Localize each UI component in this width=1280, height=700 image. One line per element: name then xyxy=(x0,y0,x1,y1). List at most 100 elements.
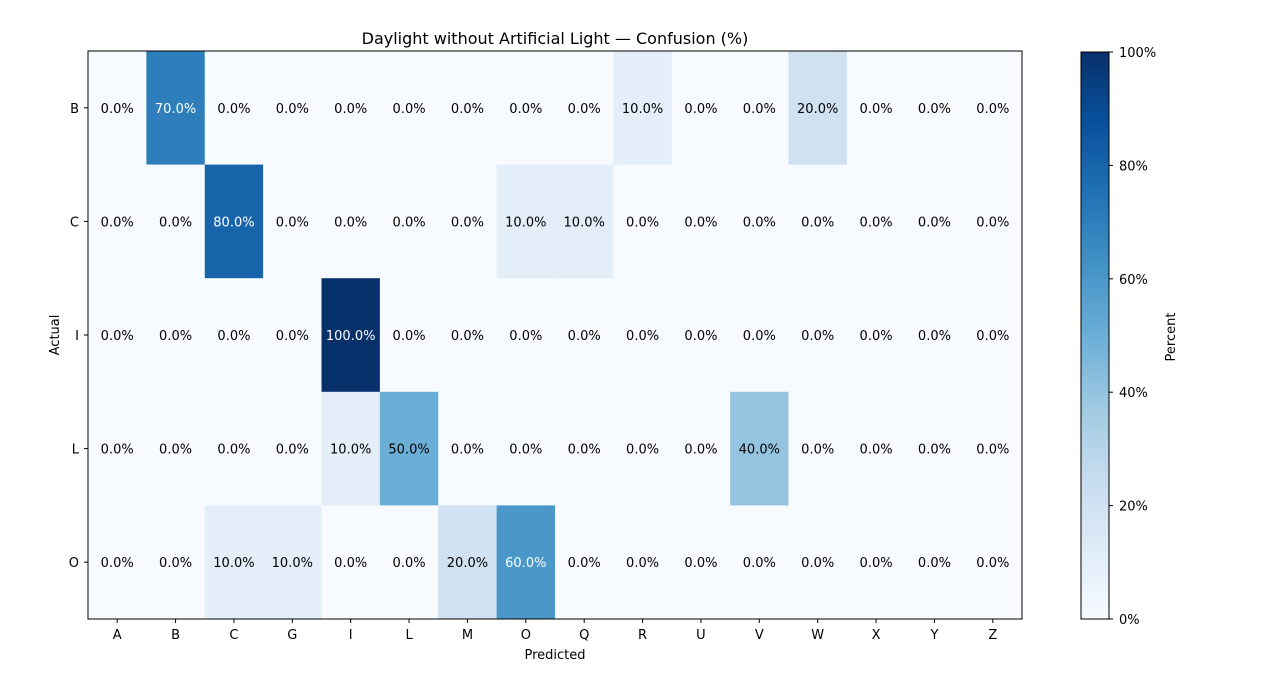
y-axis-label: Actual xyxy=(48,315,63,356)
heatmap-cell-value: 70.0% xyxy=(155,102,196,117)
heatmap-cell xyxy=(379,278,439,393)
heatmap-cell xyxy=(204,164,264,279)
heatmap-cell xyxy=(88,51,147,166)
y-tick-label: I xyxy=(75,329,79,344)
heatmap-cell xyxy=(730,278,789,393)
heatmap-cell xyxy=(905,278,965,393)
heatmap-cell-value: 0.0% xyxy=(451,329,484,344)
heatmap-cell xyxy=(146,391,206,506)
heatmap-cell xyxy=(496,391,556,506)
colorbar-tick-label: 40% xyxy=(1119,386,1148,401)
heatmap-cell-value: 0.0% xyxy=(976,556,1009,571)
heatmap-cell-value: 0.0% xyxy=(743,215,776,230)
heatmap-cell xyxy=(963,391,1023,506)
heatmap-cell-value: 0.0% xyxy=(276,215,309,230)
heatmap-cell xyxy=(204,278,264,393)
heatmap-cell-value: 0.0% xyxy=(101,443,134,458)
heatmap-cell xyxy=(788,51,848,166)
heatmap-cell-value: 0.0% xyxy=(334,556,367,571)
y-tick-label: C xyxy=(70,215,79,230)
heatmap-cell-value: 0.0% xyxy=(684,102,717,117)
x-tick-label: R xyxy=(638,628,647,643)
heatmap-cell xyxy=(671,505,731,620)
heatmap-cell xyxy=(730,391,789,506)
heatmap-cell xyxy=(905,164,965,279)
heatmap-cell-value: 0.0% xyxy=(626,329,659,344)
heatmap-cell xyxy=(788,391,848,506)
heatmap-cell xyxy=(613,278,673,393)
y-tick-label: B xyxy=(70,102,79,117)
heatmap-cell-value: 0.0% xyxy=(918,102,951,117)
heatmap-cell-value: 0.0% xyxy=(509,443,542,458)
heatmap-cell-value: 0.0% xyxy=(918,329,951,344)
heatmap-cell-value: 0.0% xyxy=(626,556,659,571)
x-tick-label: U xyxy=(696,628,706,643)
heatmap-cell-value: 0.0% xyxy=(101,215,134,230)
heatmap-cell-value: 0.0% xyxy=(509,329,542,344)
heatmap-cell-value: 0.0% xyxy=(159,215,192,230)
heatmap-cell xyxy=(321,505,381,620)
heatmap-cell xyxy=(263,505,322,620)
heatmap-cell xyxy=(146,505,206,620)
x-tick-label: V xyxy=(755,628,764,643)
heatmap-cell-value: 0.0% xyxy=(976,329,1009,344)
heatmap-cell-value: 0.0% xyxy=(626,443,659,458)
heatmap-cell xyxy=(263,51,322,166)
heatmap-cell xyxy=(846,278,906,393)
x-tick-label: Q xyxy=(579,628,589,643)
heatmap-cell-value: 0.0% xyxy=(159,329,192,344)
heatmap-cell xyxy=(613,164,673,279)
heatmap-cell xyxy=(438,391,498,506)
heatmap-cell-value: 0.0% xyxy=(334,215,367,230)
heatmap-cell xyxy=(204,505,264,620)
heatmap-cell xyxy=(671,278,731,393)
heatmap-cell xyxy=(555,278,614,393)
heatmap-cell-value: 10.0% xyxy=(505,215,546,230)
colorbar-ticks: 0% 20% 40% 60% 80% 100% xyxy=(1109,46,1156,628)
heatmap-cell xyxy=(846,164,906,279)
heatmap-cell xyxy=(788,278,848,393)
colorbar-tick-label: 0% xyxy=(1119,613,1140,628)
x-tick-label: Y xyxy=(929,628,938,643)
heatmap-cell xyxy=(963,164,1023,279)
heatmap-cell-labels: 0.0% 70.0% 0.0% 0.0% 0.0% 0.0% 0.0% 0.0% 0.0% 10.… xyxy=(101,102,1010,571)
x-tick-label: W xyxy=(811,628,824,643)
heatmap-cell-value: 0.0% xyxy=(684,443,717,458)
heatmap-cell xyxy=(613,391,673,506)
heatmap-cell xyxy=(555,391,614,506)
colorbar-gradient xyxy=(1080,51,1110,620)
heatmap-cell-value: 0.0% xyxy=(918,215,951,230)
heatmap-cell-value: 100.0% xyxy=(326,329,376,344)
heatmap-cell xyxy=(438,164,498,279)
heatmap-cell-value: 0.0% xyxy=(684,329,717,344)
heatmap-cell-value: 0.0% xyxy=(451,443,484,458)
heatmap-cell xyxy=(555,505,614,620)
heatmap-cells xyxy=(88,51,1023,620)
heatmap-cell xyxy=(379,391,439,506)
heatmap-cell-value: 0.0% xyxy=(568,102,601,117)
heatmap-cell xyxy=(88,391,147,506)
heatmap-cell-value: 0.0% xyxy=(568,443,601,458)
heatmap-cell-value: 0.0% xyxy=(743,102,776,117)
heatmap-cell-value: 0.0% xyxy=(860,329,893,344)
colorbar: 0% 20% 40% 60% 80% 100% Percent xyxy=(1080,46,1179,628)
heatmap-cell-value: 0.0% xyxy=(101,329,134,344)
heatmap-cell-value: 0.0% xyxy=(276,329,309,344)
x-tick-label: I xyxy=(349,628,353,643)
heatmap-cell-value: 0.0% xyxy=(801,215,834,230)
heatmap-cell-value: 0.0% xyxy=(860,556,893,571)
heatmap-cell xyxy=(379,505,439,620)
heatmap-cell xyxy=(379,164,439,279)
heatmap-cell xyxy=(613,51,673,166)
heatmap-cell-value: 0.0% xyxy=(626,215,659,230)
heatmap-cell xyxy=(671,391,731,506)
heatmap-cell xyxy=(730,51,789,166)
heatmap-cell xyxy=(88,164,147,279)
heatmap-cell xyxy=(88,505,147,620)
heatmap-cell xyxy=(555,51,614,166)
heatmap-cell-value: 0.0% xyxy=(860,215,893,230)
heatmap-cell-value: 0.0% xyxy=(860,102,893,117)
heatmap-cell-value: 0.0% xyxy=(568,329,601,344)
